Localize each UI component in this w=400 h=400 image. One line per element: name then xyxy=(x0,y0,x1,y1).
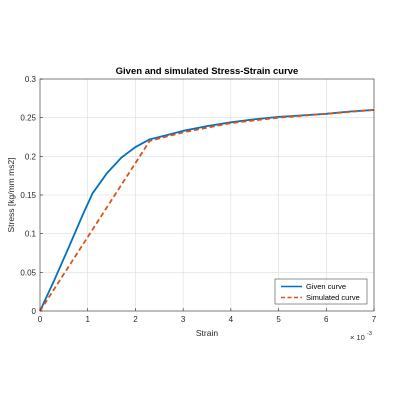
x-tick-label: 4 xyxy=(229,315,234,324)
legend-box xyxy=(274,278,368,305)
x-tick-label: 7 xyxy=(372,315,377,324)
legend-label-simulated-curve: Simulated curve xyxy=(306,293,360,302)
y-tick-label: 0.05 xyxy=(20,268,36,277)
y-tick-label: 0.2 xyxy=(25,152,37,161)
tick-marks xyxy=(39,78,375,312)
y-axis-label: Stress [kg/mm ms2] xyxy=(6,157,16,232)
x-tick-labels: 0 1 2 3 4 5 6 7 xyxy=(38,315,377,324)
x-tick-label: 1 xyxy=(85,315,90,324)
y-tick-label: 0.15 xyxy=(20,191,36,200)
y-tick-label: 0.25 xyxy=(20,114,36,123)
simulated-curve-line xyxy=(39,109,375,312)
x-axis-exponent: × 10 -3 xyxy=(350,331,372,342)
y-tick-label: 0.3 xyxy=(25,75,37,84)
x-axis-exponent-power: -3 xyxy=(367,331,372,337)
x-axis-label: Strain xyxy=(196,328,218,338)
x-tick-label: 6 xyxy=(324,315,329,324)
given-curve-line xyxy=(39,109,375,312)
y-tick-label: 0 xyxy=(32,307,37,316)
x-tick-label: 0 xyxy=(38,315,43,324)
y-tick-labels: 0 0.05 0.1 0.15 0.2 0.25 0.3 xyxy=(20,75,36,316)
x-tick-label: 3 xyxy=(181,315,186,324)
x-tick-label: 2 xyxy=(133,315,138,324)
y-tick-label: 0.1 xyxy=(25,230,37,239)
legend: Given curve Simulated curve xyxy=(274,278,368,305)
x-axis-exponent-base: × 10 xyxy=(350,333,365,342)
legend-label-given-curve: Given curve xyxy=(306,282,346,291)
x-tick-label: 5 xyxy=(276,315,281,324)
chart-title: Given and simulated Stress-Strain curve xyxy=(116,66,299,77)
series-layer xyxy=(39,109,375,312)
